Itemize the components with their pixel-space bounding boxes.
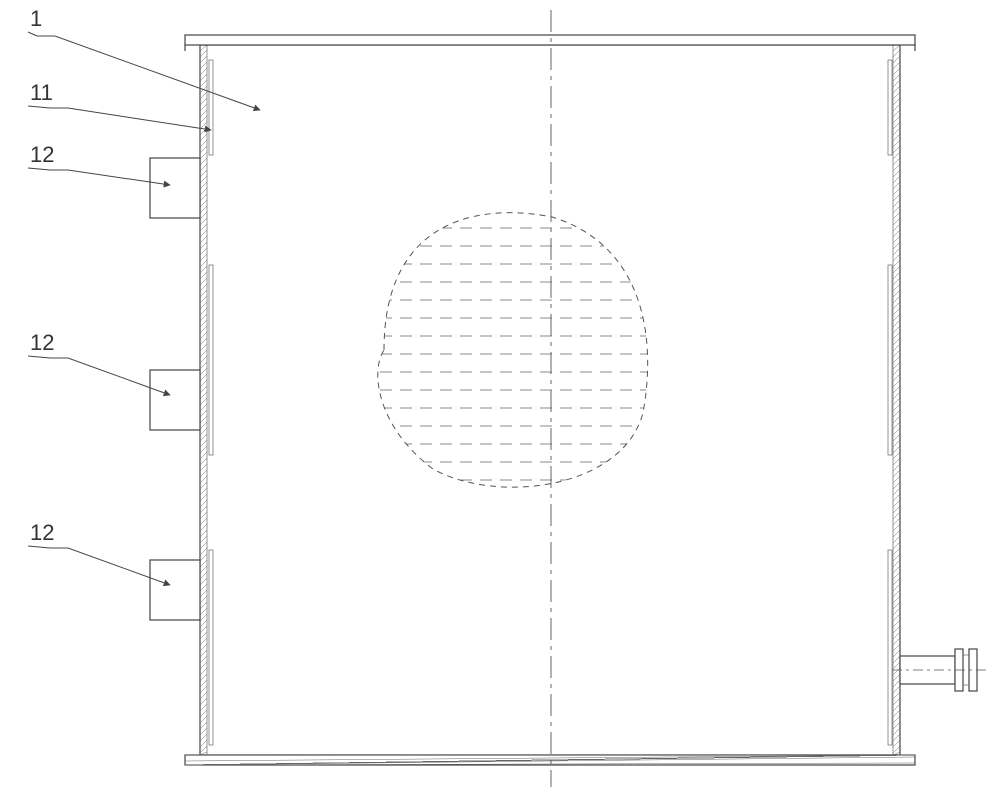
callout-label: 11 [30, 80, 53, 106]
callout-label: 12 [30, 142, 54, 168]
callout-label: 12 [30, 330, 54, 356]
callout-label: 12 [30, 520, 54, 546]
callout-label: 1 [30, 6, 42, 32]
